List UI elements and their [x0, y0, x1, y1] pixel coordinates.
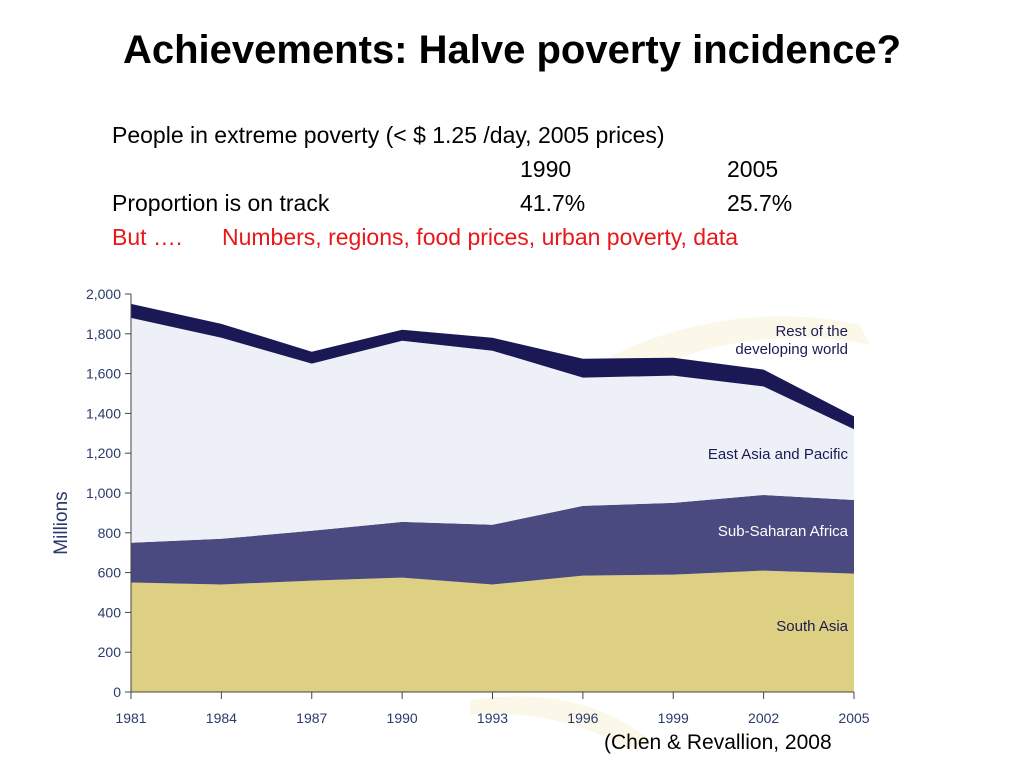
y-tick-label: 400: [98, 604, 122, 620]
but-text: Numbers, regions, food prices, urban pov…: [222, 224, 739, 250]
y-tick-label: 200: [98, 644, 122, 660]
x-tick-label: 1981: [115, 710, 146, 726]
y-tick-label: 600: [98, 565, 122, 581]
but-label: But ….: [112, 224, 183, 250]
series-area-2: [131, 317, 854, 543]
series-area-1: [131, 495, 854, 585]
series-label-3: South Asia: [776, 618, 848, 635]
y-tick-label: 800: [98, 525, 122, 541]
series-area-0: [131, 570, 854, 692]
y-tick-label: 2,000: [86, 286, 121, 302]
y-tick-label: 1,200: [86, 445, 121, 461]
series-label-1: East Asia and Pacific: [708, 446, 849, 463]
x-tick-label: 1996: [567, 710, 598, 726]
slide-title: Achievements: Halve poverty incidence?: [122, 28, 902, 72]
x-tick-label: 1984: [206, 710, 237, 726]
value-1990: 41.7%: [520, 190, 586, 216]
x-tick-label: 2005: [838, 710, 869, 726]
series-label-2: Sub-Saharan Africa: [718, 523, 849, 540]
y-tick-label: 0: [113, 684, 121, 700]
x-tick-label: 1993: [477, 710, 508, 726]
poverty-heading: People in extreme poverty (< $ 1.25 /day…: [112, 122, 665, 148]
source-credit: (Chen & Revallion, 2008: [604, 731, 832, 754]
x-tick-label: 1987: [296, 710, 327, 726]
track-label: Proportion is on track: [112, 190, 330, 216]
series-label-0: Rest of the: [775, 323, 848, 340]
x-tick-label: 2002: [748, 710, 779, 726]
year-1990: 1990: [520, 156, 572, 182]
value-2005: 25.7%: [727, 190, 793, 216]
x-tick-label: 1990: [387, 710, 418, 726]
y-tick-label: 1,600: [86, 366, 121, 382]
y-tick-label: 1,000: [86, 485, 121, 501]
y-tick-label: 1,800: [86, 326, 121, 342]
y-tick-label: 1,400: [86, 405, 121, 421]
series-label-0-line2: developing world: [735, 341, 848, 358]
year-2005: 2005: [727, 156, 779, 182]
x-tick-label: 1999: [658, 710, 689, 726]
series-area-3: [131, 303, 854, 430]
y-axis-title: Millions: [51, 491, 72, 554]
